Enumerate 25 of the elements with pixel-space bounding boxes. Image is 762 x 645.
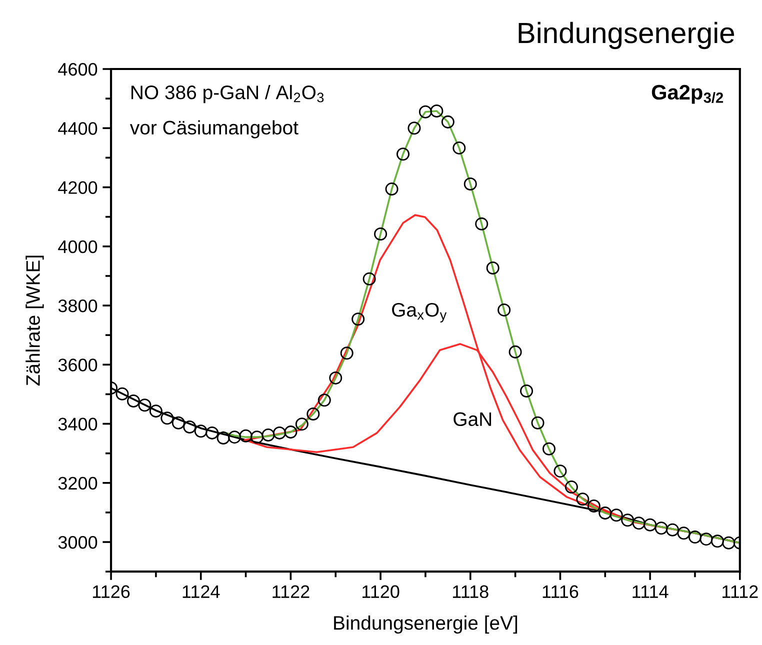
x-tick-label: 1118 [453,585,488,598]
annotation: NO 386 p-GaN / Al$_{2}$O$_{3}$ [131,85,324,104]
y-tick-label: 3400 [58,418,98,430]
x-tick-label: 1124 [182,585,220,598]
x-axis-title: Bindungsenergie [eV] [334,616,518,634]
annotation: GaN [454,412,492,426]
y-tick-label: 3000 [58,536,98,549]
y-tick-label: 4200 [58,181,98,194]
x-tick-label: 1126 [92,585,130,598]
x-tick-label: 1122 [272,585,310,598]
annotation: Ga2p$_{3/2}$ [652,84,724,104]
x-tick-label: 1120 [362,585,400,598]
x-tick-label: 1114 [632,585,668,598]
x-tick-label: 1116 [542,585,578,598]
annotation: Ga$_{x}$O$_{y}$ [392,302,447,322]
x-tick-label: 1112 [722,585,758,598]
annotation: vor Cäsiumangebot [130,120,298,138]
y-tick-label: 3600 [58,358,98,372]
chart-title: Bindungsenergie [518,22,734,50]
y-tick-label: 4000 [58,240,98,254]
y-tick-label: 4600 [58,62,98,76]
y-tick-label: 3800 [58,299,98,312]
y-axis-title: Zählrate [WKE] [26,256,44,386]
y-tick-label: 4400 [58,122,98,135]
y-tick-label: 3200 [58,476,98,490]
